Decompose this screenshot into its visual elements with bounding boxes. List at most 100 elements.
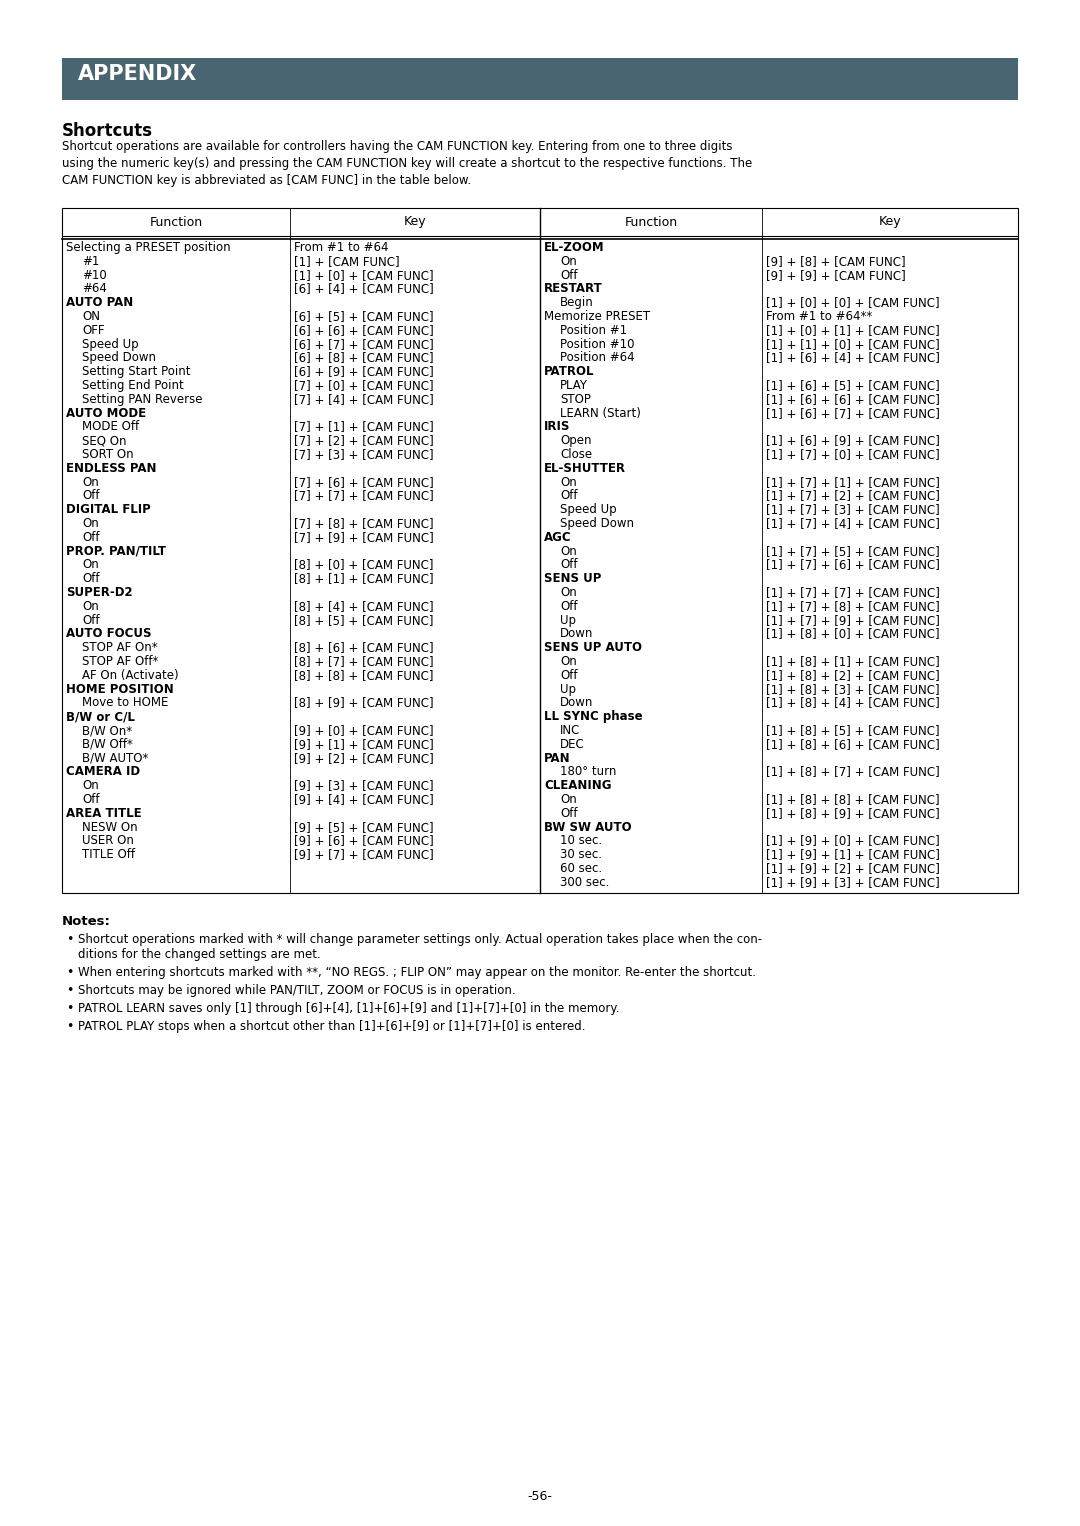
Text: [1] + [1] + [0] + [CAM FUNC]: [1] + [1] + [0] + [CAM FUNC] [766,337,940,351]
Text: [1] + [9] + [2] + [CAM FUNC]: [1] + [9] + [2] + [CAM FUNC] [766,862,940,874]
Text: From #1 to #64**: From #1 to #64** [766,310,873,324]
Text: EL-SHUTTER: EL-SHUTTER [544,462,626,475]
Text: [8] + [7] + [CAM FUNC]: [8] + [7] + [CAM FUNC] [294,655,434,668]
Text: SUPER-D2: SUPER-D2 [66,586,133,600]
Text: [1] + [8] + [6] + [CAM FUNC]: [1] + [8] + [6] + [CAM FUNC] [766,737,940,751]
Text: On: On [561,655,577,668]
Text: Up: Up [561,682,576,696]
Text: [9] + [6] + [CAM FUNC]: [9] + [6] + [CAM FUNC] [294,835,434,847]
Text: [9] + [5] + [CAM FUNC]: [9] + [5] + [CAM FUNC] [294,821,434,833]
Text: On: On [561,586,577,600]
Text: Setting Start Point: Setting Start Point [82,365,190,378]
Text: [1] + [8] + [0] + [CAM FUNC]: [1] + [8] + [0] + [CAM FUNC] [766,627,940,641]
Text: [8] + [8] + [CAM FUNC]: [8] + [8] + [CAM FUNC] [294,668,433,682]
Text: [1] + [7] + [8] + [CAM FUNC]: [1] + [7] + [8] + [CAM FUNC] [766,600,940,613]
Text: ENDLESS PAN: ENDLESS PAN [66,462,157,475]
Text: Memorize PRESET: Memorize PRESET [544,310,650,324]
Text: INC: INC [561,723,580,737]
Text: 30 sec.: 30 sec. [561,848,602,861]
Text: -56-: -56- [527,1489,553,1503]
Text: APPENDIX: APPENDIX [78,64,198,84]
Text: [1] + [8] + [8] + [CAM FUNC]: [1] + [8] + [8] + [CAM FUNC] [766,794,940,806]
Text: AUTO MODE: AUTO MODE [66,406,146,420]
Text: On: On [561,794,577,806]
Text: PLAY: PLAY [561,378,588,392]
Text: Off: Off [82,531,99,543]
Text: DEC: DEC [561,737,584,751]
Text: [8] + [6] + [CAM FUNC]: [8] + [6] + [CAM FUNC] [294,641,434,655]
Text: [1] + [0] + [CAM FUNC]: [1] + [0] + [CAM FUNC] [294,269,434,282]
Text: Close: Close [561,449,592,461]
Text: [1] + [7] + [2] + [CAM FUNC]: [1] + [7] + [2] + [CAM FUNC] [766,490,940,502]
Text: [1] + [CAM FUNC]: [1] + [CAM FUNC] [294,255,400,267]
Text: Setting PAN Reverse: Setting PAN Reverse [82,392,203,406]
Text: Shortcuts may be ignored while PAN/TILT, ZOOM or FOCUS is in operation.: Shortcuts may be ignored while PAN/TILT,… [78,984,515,996]
Text: B/W Off*: B/W Off* [82,737,133,751]
Text: [7] + [4] + [CAM FUNC]: [7] + [4] + [CAM FUNC] [294,392,434,406]
Text: 10 sec.: 10 sec. [561,835,603,847]
Text: On: On [82,476,98,488]
Text: Begin: Begin [561,296,594,310]
Text: TITLE Off: TITLE Off [82,848,135,861]
Text: [1] + [8] + [5] + [CAM FUNC]: [1] + [8] + [5] + [CAM FUNC] [766,723,940,737]
Text: [8] + [1] + [CAM FUNC]: [8] + [1] + [CAM FUNC] [294,572,434,584]
Text: 60 sec.: 60 sec. [561,862,603,874]
Text: Move to HOME: Move to HOME [82,696,168,710]
Text: On: On [561,545,577,557]
Text: When entering shortcuts marked with **, “NO REGS. ; FLIP ON” may appear on the m: When entering shortcuts marked with **, … [78,966,756,978]
Text: PAN: PAN [544,752,570,765]
Text: 180° turn: 180° turn [561,766,617,778]
Text: Position #64: Position #64 [561,351,635,365]
Text: On: On [561,255,577,267]
Text: [9] + [8] + [CAM FUNC]: [9] + [8] + [CAM FUNC] [766,255,906,267]
Text: Shortcuts: Shortcuts [62,122,153,140]
Text: [7] + [0] + [CAM FUNC]: [7] + [0] + [CAM FUNC] [294,378,434,392]
Text: [6] + [8] + [CAM FUNC]: [6] + [8] + [CAM FUNC] [294,351,434,365]
Text: [1] + [7] + [0] + [CAM FUNC]: [1] + [7] + [0] + [CAM FUNC] [766,449,940,461]
Text: •: • [66,1019,73,1033]
Text: MODE Off: MODE Off [82,420,139,433]
Text: AUTO PAN: AUTO PAN [66,296,133,310]
Text: B/W AUTO*: B/W AUTO* [82,752,148,765]
Text: SENS UP: SENS UP [544,572,602,584]
Text: PROP. PAN/TILT: PROP. PAN/TILT [66,545,166,557]
Text: Function: Function [149,215,203,229]
Text: [6] + [9] + [CAM FUNC]: [6] + [9] + [CAM FUNC] [294,365,434,378]
Text: AREA TITLE: AREA TITLE [66,807,141,819]
Text: [9] + [2] + [CAM FUNC]: [9] + [2] + [CAM FUNC] [294,752,434,765]
Text: STOP AF Off*: STOP AF Off* [82,655,159,668]
Text: On: On [561,476,577,488]
Text: [7] + [8] + [CAM FUNC]: [7] + [8] + [CAM FUNC] [294,517,434,530]
Text: Off: Off [82,572,99,584]
Text: •: • [66,966,73,978]
Text: #1: #1 [82,255,99,267]
Text: HOME POSITION: HOME POSITION [66,682,174,696]
Text: [1] + [6] + [6] + [CAM FUNC]: [1] + [6] + [6] + [CAM FUNC] [766,392,940,406]
Text: Notes:: Notes: [62,914,111,928]
Text: [7] + [9] + [CAM FUNC]: [7] + [9] + [CAM FUNC] [294,531,434,543]
Text: Speed Down: Speed Down [82,351,156,365]
Text: Off: Off [561,668,578,682]
Text: Off: Off [561,490,578,502]
Text: [1] + [6] + [5] + [CAM FUNC]: [1] + [6] + [5] + [CAM FUNC] [766,378,940,392]
Text: 300 sec.: 300 sec. [561,876,609,888]
Text: [9] + [9] + [CAM FUNC]: [9] + [9] + [CAM FUNC] [766,269,906,282]
Text: •: • [66,1001,73,1015]
Text: [1] + [8] + [9] + [CAM FUNC]: [1] + [8] + [9] + [CAM FUNC] [766,807,940,819]
Text: USER On: USER On [82,835,134,847]
Text: EL-ZOOM: EL-ZOOM [544,241,605,253]
Text: [1] + [9] + [1] + [CAM FUNC]: [1] + [9] + [1] + [CAM FUNC] [766,848,940,861]
Text: On: On [82,780,98,792]
Text: [1] + [6] + [7] + [CAM FUNC]: [1] + [6] + [7] + [CAM FUNC] [766,406,940,420]
Text: CAM FUNCTION key is abbreviated as [CAM FUNC] in the table below.: CAM FUNCTION key is abbreviated as [CAM … [62,174,471,188]
Text: [1] + [0] + [0] + [CAM FUNC]: [1] + [0] + [0] + [CAM FUNC] [766,296,940,310]
Text: NESW On: NESW On [82,821,137,833]
Text: #10: #10 [82,269,107,282]
Text: On: On [82,517,98,530]
Text: [7] + [3] + [CAM FUNC]: [7] + [3] + [CAM FUNC] [294,449,434,461]
Text: [8] + [9] + [CAM FUNC]: [8] + [9] + [CAM FUNC] [294,696,434,710]
Text: AUTO FOCUS: AUTO FOCUS [66,627,151,641]
Text: Function: Function [624,215,677,229]
Text: Down: Down [561,627,593,641]
Text: •: • [66,984,73,996]
